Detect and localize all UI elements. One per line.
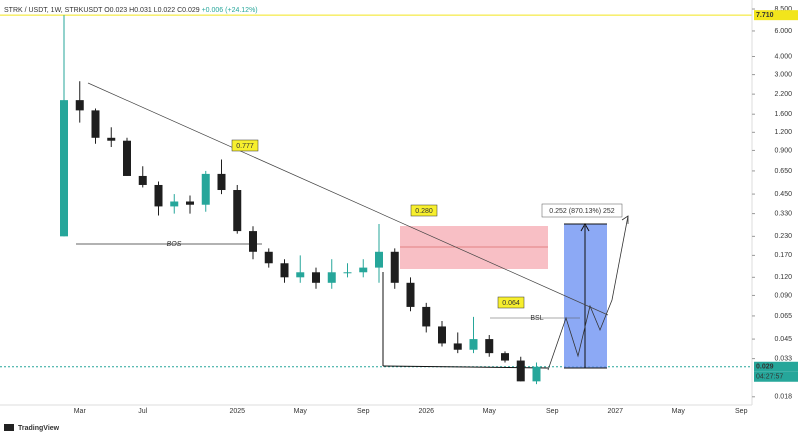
y-tick-label: 3.000 xyxy=(774,71,792,78)
x-tick-label: 2027 xyxy=(607,408,623,415)
y-tick-label: 6.000 xyxy=(774,28,792,35)
x-tick-label: 2026 xyxy=(418,408,434,415)
price-label: 7.710 xyxy=(756,12,774,19)
ohlc: L0.022 xyxy=(154,7,176,14)
callout-label: 0.280 xyxy=(415,208,433,215)
target-label: 0.252 (870.13%) 252 xyxy=(549,208,614,215)
bos-label: BOS xyxy=(167,241,182,248)
y-tick-label: 0.330 xyxy=(774,210,792,217)
y-tick-label: 0.650 xyxy=(774,168,792,175)
bsl-label: BSL xyxy=(530,315,543,322)
x-tick-label: Mar xyxy=(74,408,87,415)
projection-path xyxy=(547,215,629,371)
candle-body xyxy=(123,140,131,176)
price-label-box xyxy=(754,10,798,21)
candle-body xyxy=(406,282,415,307)
y-tick-label: 0.018 xyxy=(774,394,792,401)
candle-body xyxy=(438,326,446,344)
candle-body xyxy=(422,306,431,327)
candle-body xyxy=(233,190,242,232)
target-label-box xyxy=(541,203,623,218)
y-tick-label: 2.200 xyxy=(774,91,792,98)
candle-body xyxy=(217,173,226,191)
candle-body xyxy=(170,201,179,207)
y-tick-label: 0.090 xyxy=(774,292,792,299)
candle-body xyxy=(375,251,383,268)
candle-body xyxy=(501,353,509,361)
x-tick-label: 2025 xyxy=(229,408,245,415)
y-tick-label: 0.900 xyxy=(774,147,792,154)
candle-body xyxy=(343,272,352,274)
candle-body xyxy=(453,343,462,350)
candle-body xyxy=(359,267,368,273)
y-tick-label: 1.600 xyxy=(774,111,792,118)
symbol: STRK / USDT, 1W, STRKUSDT xyxy=(4,7,103,14)
callout-box xyxy=(231,139,259,152)
price-label: 0.029 xyxy=(756,364,774,371)
candle-body xyxy=(91,110,100,138)
brand-logo xyxy=(4,424,14,431)
callout-label: 0.064 xyxy=(502,300,520,307)
price-label-box xyxy=(754,361,798,372)
candle-body xyxy=(280,263,289,278)
candle-body xyxy=(532,366,541,382)
candle-body xyxy=(60,100,68,237)
ohlc: C0.029 xyxy=(177,7,200,14)
candle-body xyxy=(154,184,163,207)
header: STRK / USDT, 1W, STRKUSDT O0.023 H0.031 … xyxy=(4,7,258,14)
ohlc: O0.023 xyxy=(104,7,127,14)
candle-body xyxy=(249,231,257,252)
countdown-box xyxy=(754,371,798,382)
candle-body xyxy=(390,251,399,283)
candle-body xyxy=(469,339,478,350)
candle-body xyxy=(485,339,494,354)
y-tick-label: 0.120 xyxy=(774,274,792,281)
countdown: 04:27:57 xyxy=(756,374,783,381)
x-tick-label: May xyxy=(672,408,686,415)
y-tick-label: 0.033 xyxy=(774,355,792,362)
x-tick-label: Sep xyxy=(735,408,748,415)
callout-box xyxy=(410,204,438,217)
y-tick-label: 0.230 xyxy=(774,233,792,240)
y-tick-label: 4.000 xyxy=(774,53,792,60)
y-tick-label: 1.200 xyxy=(774,129,792,136)
candle-body xyxy=(186,201,194,205)
projection-head xyxy=(621,215,629,224)
x-tick-label: Sep xyxy=(546,408,559,415)
target-arrow-head xyxy=(580,222,590,232)
callout-label: 0.777 xyxy=(236,143,254,150)
candle-body xyxy=(516,360,525,382)
candle-body xyxy=(312,272,320,283)
candle-body xyxy=(264,251,273,264)
x-tick-label: May xyxy=(294,408,308,415)
x-tick-label: May xyxy=(483,408,497,415)
trendline xyxy=(87,82,609,316)
candle-body xyxy=(107,137,116,141)
ohlc: H0.031 xyxy=(129,7,152,14)
change: +0.006 (+24.12%) xyxy=(202,7,258,14)
y-tick-label: 0.045 xyxy=(774,336,792,343)
y-tick-label: 0.065 xyxy=(774,313,792,320)
candle-body xyxy=(296,272,305,278)
x-tick-label: Sep xyxy=(357,408,370,415)
callout-box xyxy=(497,296,525,309)
candle-body xyxy=(201,173,210,205)
candle-body xyxy=(138,175,147,185)
candle-body xyxy=(327,272,336,283)
y-tick-label: 8.500 xyxy=(774,6,792,13)
brand: TradingView xyxy=(18,425,60,432)
y-tick-label: 0.170 xyxy=(774,252,792,259)
candle-body xyxy=(75,100,84,111)
y-tick-label: 0.450 xyxy=(774,191,792,198)
x-tick-label: Jul xyxy=(138,408,147,415)
